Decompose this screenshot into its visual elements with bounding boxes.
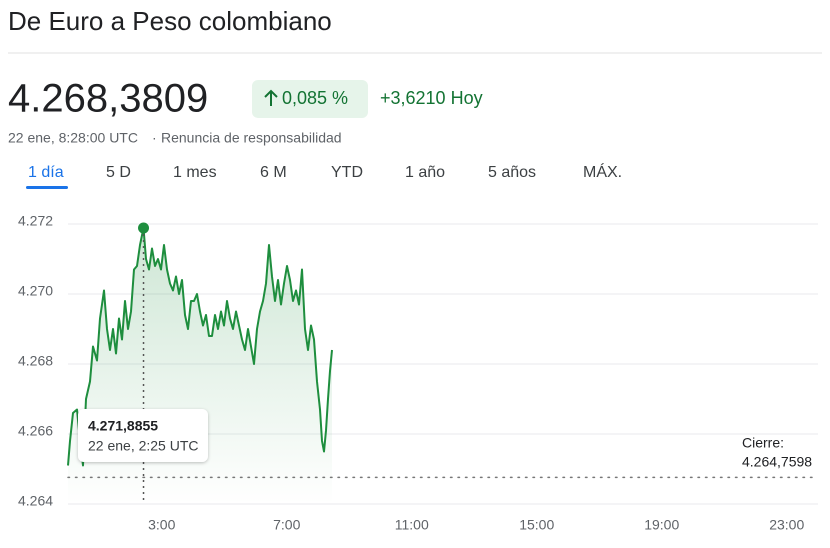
disclaimer[interactable]: Renuncia de responsabilidad [161, 130, 342, 146]
title: De Euro a Peso colombiano [8, 6, 332, 36]
change-abs: +3,6210 Hoy [380, 88, 483, 108]
y-tick-label: 4.270 [18, 283, 53, 299]
close-value: 4.264,7598 [742, 454, 812, 470]
range-tab[interactable]: 1 año [405, 164, 445, 181]
tooltip-value: 4.271,8855 [88, 418, 158, 434]
x-tick-label: 7:00 [273, 517, 300, 533]
range-tabs: 1 día 5 D 1 mes 6 M YTD 1 año 5 años MÁX. [26, 162, 622, 189]
range-tab[interactable]: 6 M [260, 164, 287, 181]
x-tick-label: 23:00 [769, 517, 804, 533]
change-badge [252, 80, 368, 118]
range-tab[interactable]: 5 años [488, 164, 536, 181]
area [68, 228, 332, 504]
active-tab-underline [26, 186, 68, 189]
hover-point [138, 222, 150, 234]
price: 4.268,3809 [8, 77, 208, 121]
x-tick-label: 19:00 [644, 517, 679, 533]
change-pct: 0,085 % [282, 88, 348, 108]
price-line [67, 227, 333, 467]
tooltip-box [78, 409, 208, 462]
tooltip-time: 22 ene, 2:25 UTC [88, 438, 199, 454]
y-tick-label: 4.272 [18, 213, 53, 229]
separator: · [152, 130, 157, 146]
timestamp: 22 ene, 8:28:00 UTC [8, 130, 138, 146]
range-tab[interactable]: 1 día [28, 164, 64, 181]
up-arrow [264, 89, 278, 106]
y-tick-label: 4.266 [18, 423, 53, 439]
x-tick-label: 15:00 [519, 517, 554, 533]
range-tab[interactable]: 1 mes [173, 164, 217, 181]
x-tick-label: 3:00 [148, 517, 175, 533]
range-tab[interactable]: YTD [331, 164, 363, 181]
plot: 4.264 4.266 4.268 4.270 4.272 3:00 7:00 11:00 15… [18, 213, 819, 533]
close-label: Cierre: [742, 435, 784, 451]
x-tick-label: 11:00 [395, 517, 429, 533]
y-tick-label: 4.268 [18, 353, 53, 369]
range-tab[interactable]: 5 D [106, 164, 131, 181]
y-tick-label: 4.264 [18, 493, 53, 509]
range-tab[interactable]: MÁX. [583, 162, 622, 181]
